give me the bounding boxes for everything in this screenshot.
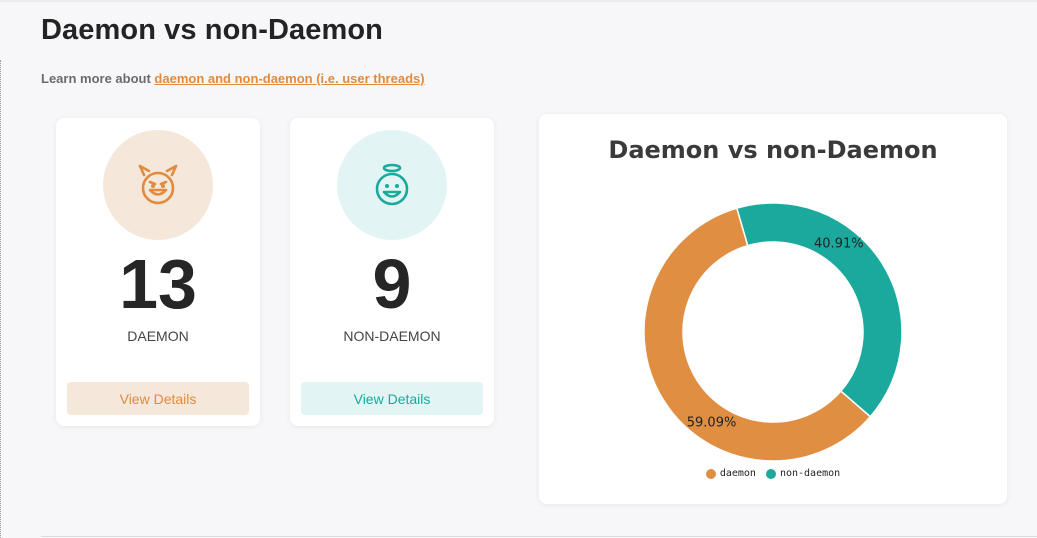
non-daemon-label: NON-DAEMON [343,328,441,344]
daemon-card: 13 DAEMON View Details [56,118,260,426]
donut-label-non-daemon: 40.91% [814,236,864,251]
chart-legend: daemon non-daemon [539,468,1007,479]
chart-card: Daemon vs non-Daemon 59.09% 40.91% daemon… [539,114,1007,504]
daemon-label: DAEMON [127,328,189,344]
angel-face-icon [375,163,409,206]
daemon-count: 13 [119,245,197,323]
legend-swatch-non-daemon [765,468,776,479]
donut-chart: 59.09% 40.91% [643,202,903,462]
daemon-icon-circle [103,130,213,240]
legend-item-non-daemon[interactable]: non-daemon [765,468,841,479]
learn-more-text: Learn more about daemon and non-daemon (… [41,71,425,86]
learn-more-prefix: Learn more about [41,71,151,86]
non-daemon-count: 9 [372,245,412,323]
legend-swatch-daemon [705,468,716,479]
donut-label-daemon: 59.09% [687,416,737,431]
legend-label-daemon: daemon [719,468,756,479]
left-dotted-rule [0,60,1,538]
daemon-view-details-button[interactable]: View Details [67,382,249,415]
donut-slice-non-daemon[interactable] [735,202,903,418]
legend-label-non-daemon: non-daemon [779,468,841,479]
devil-face-icon [138,164,178,205]
non-daemon-card: 9 NON-DAEMON View Details [290,118,494,426]
chart-title: Daemon vs non-Daemon [608,136,938,164]
top-divider [0,0,1037,2]
legend-item-daemon[interactable]: daemon [705,468,756,479]
non-daemon-view-details-button[interactable]: View Details [301,382,483,415]
page-title: Daemon vs non-Daemon [41,14,383,46]
bottom-divider [41,536,1037,537]
learn-more-link[interactable]: daemon and non-daemon (i.e. user threads… [154,71,425,86]
donut-slice-daemon[interactable] [643,207,872,462]
non-daemon-icon-circle [337,130,447,240]
